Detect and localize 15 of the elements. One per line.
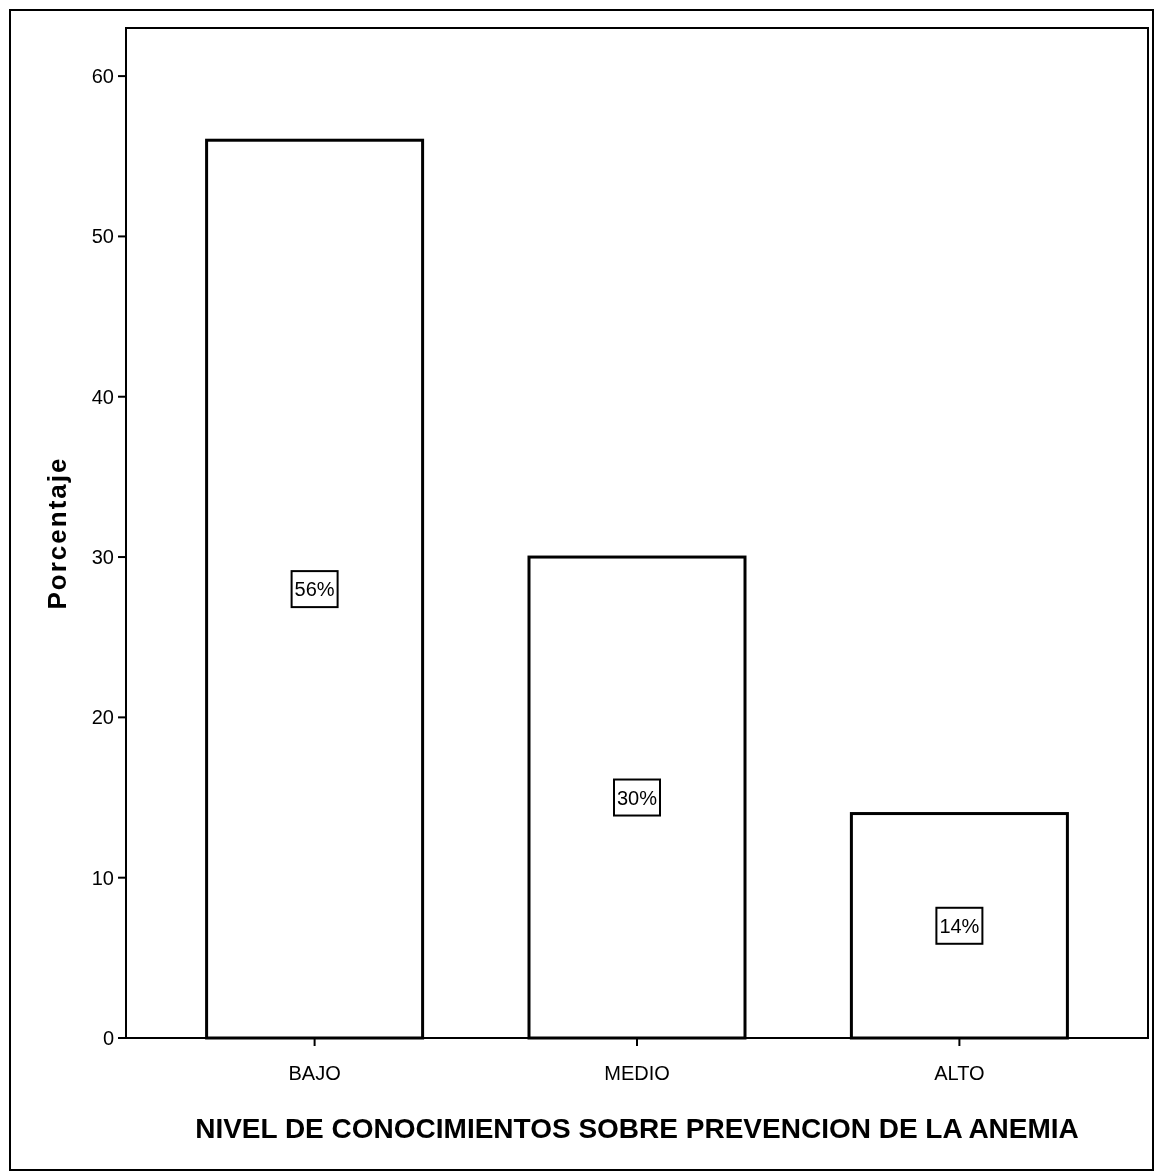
y-tick-label: 10: [91, 866, 114, 889]
y-tick-label: 60: [91, 65, 114, 88]
x-tick-label: MEDIO: [604, 1062, 670, 1084]
data-label: 14%: [939, 914, 980, 937]
y-tick-label: 0: [102, 1027, 114, 1049]
y-tick-label: 50: [91, 225, 114, 248]
data-label: 56%: [294, 578, 335, 601]
x-tick-label: BAJO: [288, 1062, 341, 1084]
x-tick-label: ALTO: [934, 1062, 985, 1084]
y-axis-title: Porcentaje: [42, 456, 72, 610]
x-axis-title: NIVEL DE CONOCIMIENTOS SOBRE PREVENCION DE LA ANEMIA: [195, 1113, 1079, 1144]
y-tick-label: 40: [91, 385, 114, 408]
y-tick-label: 30: [91, 546, 114, 569]
y-tick-label: 20: [91, 706, 114, 729]
data-label: 30%: [616, 786, 658, 809]
